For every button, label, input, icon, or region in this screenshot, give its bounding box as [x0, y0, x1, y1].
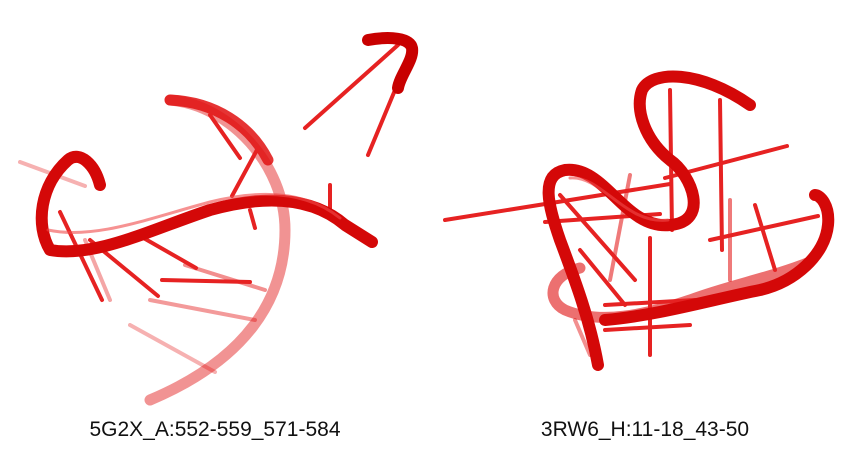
- structure-caption-left: 5G2X_A:552-559_571-584: [89, 418, 341, 441]
- backbone-hairpin-fragment: [362, 32, 419, 94]
- structure-panel-left: 5G2X_A:552-559_571-584: [18, 32, 419, 441]
- backbone-right-arc: [599, 189, 835, 326]
- structure-caption-right: 3RW6_H:11-18_43-50: [540, 418, 750, 441]
- backbone-main-highlight: [46, 192, 342, 234]
- bases-solid: [58, 43, 402, 302]
- structure-panel-right: 3RW6_H:11-18_43-50: [430, 0, 860, 460]
- rna-structure-5g2x: [18, 32, 419, 406]
- backbone-faded-top: [164, 94, 274, 166]
- backbone-highlight: [568, 176, 670, 222]
- backbone-main-strand: [542, 70, 756, 371]
- bases-faded: [18, 160, 267, 374]
- rna-structure-3rw6: [443, 70, 835, 371]
- backbone-main-strand: [35, 150, 378, 258]
